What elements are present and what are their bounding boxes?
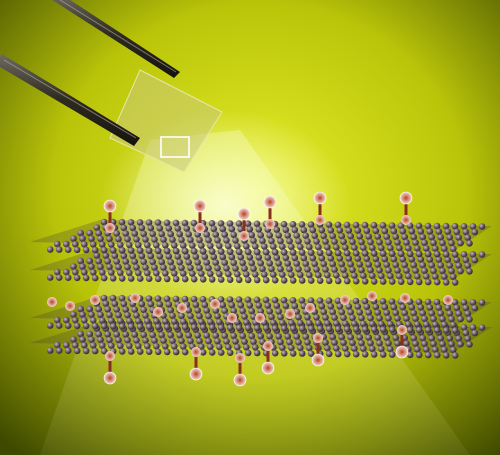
graphene-stack <box>30 191 492 387</box>
tweezer-arm-lower <box>0 54 140 146</box>
graphene-layer-second <box>30 246 492 286</box>
tweezers <box>0 0 180 146</box>
graphene-layer-top <box>30 218 492 258</box>
graphene-layer-third <box>30 294 492 334</box>
flake-selection-box <box>160 136 190 158</box>
adatoms <box>47 191 453 387</box>
tweezer-arm-upper <box>52 0 180 78</box>
graphene-flake <box>109 69 223 173</box>
